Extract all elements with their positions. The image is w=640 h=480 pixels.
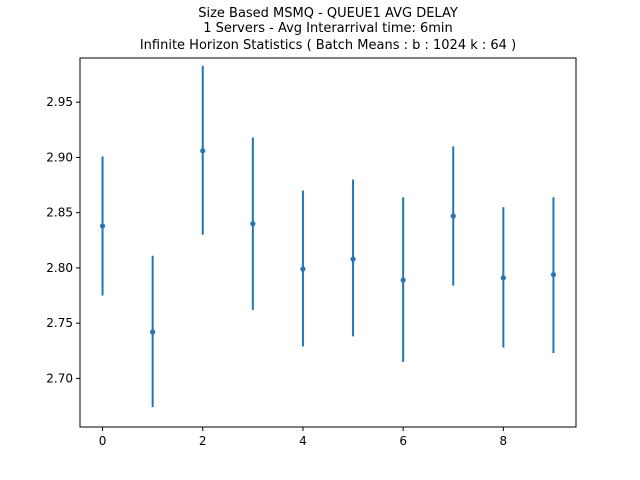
data-point — [150, 329, 156, 335]
series — [99, 65, 557, 408]
chart-title: Size Based MSMQ - QUEUE1 AVG DELAY 1 Ser… — [140, 6, 516, 53]
data-point — [250, 221, 256, 227]
x-axis: 0 2 4 6 8 — [99, 427, 507, 448]
y-tick-label: 2.70 — [46, 371, 73, 385]
x-tick-label: 6 — [399, 434, 407, 448]
data-point — [400, 277, 406, 283]
y-tick-label: 2.75 — [46, 316, 73, 330]
data-point — [200, 148, 206, 154]
data-point — [300, 266, 306, 272]
x-tick-label: 2 — [199, 434, 207, 448]
y-tick-label: 2.90 — [46, 150, 73, 164]
title-line-1: Size Based MSMQ - QUEUE1 AVG DELAY — [198, 6, 458, 21]
y-axis: 2.70 2.75 2.80 2.85 2.90 2.95 — [46, 95, 80, 385]
data-point — [450, 213, 456, 219]
x-tick-label: 4 — [299, 434, 307, 448]
title-line-3: Infinite Horizon Statistics ( Batch Mean… — [140, 38, 516, 53]
data-point — [500, 275, 506, 281]
data-point — [550, 271, 557, 278]
plot-frame — [79, 57, 577, 428]
y-tick-label: 2.95 — [46, 95, 73, 109]
x-tick-label: 0 — [99, 434, 107, 448]
y-tick-label: 2.80 — [46, 261, 73, 275]
data-point — [99, 223, 106, 229]
x-tick-label: 8 — [500, 434, 508, 448]
plot-area — [99, 65, 557, 408]
title-line-2: 1 Servers - Avg Interarrival time: 6min — [203, 21, 453, 36]
y-tick-label: 2.85 — [46, 206, 73, 220]
data-point — [350, 256, 356, 262]
